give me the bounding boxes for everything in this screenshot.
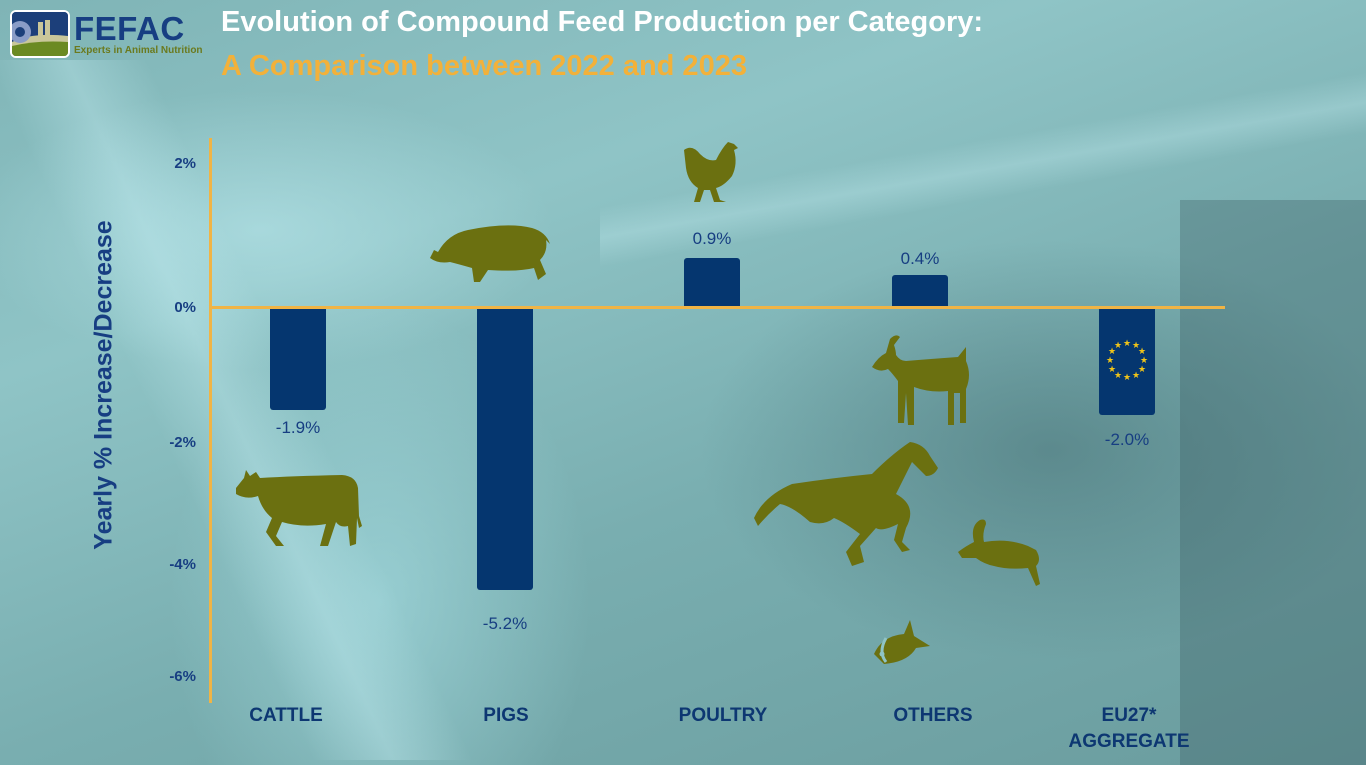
value-label-eu27: -2.0% — [1104, 430, 1150, 449]
x-label-others: OTHERS — [893, 705, 973, 726]
pig-icon — [430, 225, 550, 282]
logo-tagline: Experts in Animal Nutrition — [74, 45, 203, 56]
svg-text:★: ★ — [1132, 370, 1140, 380]
zero-baseline — [209, 306, 1225, 309]
svg-text:★: ★ — [1114, 340, 1122, 350]
y-tick-0: 0% — [174, 299, 196, 316]
goat-icon — [872, 335, 969, 425]
x-label-poultry: POULTRY — [678, 705, 768, 726]
background-shadow — [1180, 200, 1366, 765]
bar-eu27: ★ ★ ★ ★ ★ ★ ★ ★ ★ ★ ★ ★ — [1099, 309, 1155, 415]
y-tick-2: 2% — [174, 155, 196, 172]
chart-title: Evolution of Compound Feed Production pe… — [221, 6, 984, 38]
value-label-cattle: -1.9% — [275, 418, 321, 437]
chicken-icon — [684, 142, 738, 202]
value-label-pigs: -5.2% — [482, 614, 528, 633]
horse-icon — [754, 442, 938, 566]
cow-icon — [236, 470, 362, 546]
x-label-eu27: EU27* AGGREGATE — [1049, 703, 1209, 755]
value-label-others: 0.4% — [900, 249, 940, 268]
svg-text:★: ★ — [1132, 340, 1140, 350]
bar-others — [892, 275, 948, 306]
eu-flag-icon: ★ ★ ★ ★ ★ ★ ★ ★ ★ ★ ★ ★ — [1106, 338, 1148, 382]
y-tick-minus-2: -2% — [169, 434, 196, 451]
value-label-poultry: 0.9% — [692, 229, 732, 248]
fefac-logo: FEFAC Experts in Animal Nutrition — [10, 10, 203, 58]
fish-icon — [874, 620, 930, 664]
y-tick-minus-6: -6% — [169, 668, 196, 685]
bar-pigs — [477, 309, 533, 590]
svg-text:★: ★ — [1138, 346, 1146, 356]
bar-cattle — [270, 309, 326, 410]
logo-mark-icon — [10, 10, 70, 58]
x-label-pigs: PIGS — [483, 705, 529, 726]
svg-text:★: ★ — [1138, 364, 1146, 374]
logo-name: FEFAC — [74, 10, 185, 47]
rabbit-icon — [958, 519, 1040, 586]
y-axis-line — [209, 138, 212, 703]
x-label-cattle: CATTLE — [249, 705, 323, 726]
svg-text:★: ★ — [1140, 355, 1148, 365]
bar-poultry — [684, 258, 740, 306]
svg-text:★: ★ — [1123, 372, 1131, 382]
x-label-eu27-line1: EU27* — [1101, 705, 1157, 726]
chart-subtitle: A Comparison between 2022 and 2023 — [221, 50, 747, 82]
svg-text:★: ★ — [1106, 355, 1114, 365]
svg-text:★: ★ — [1108, 346, 1116, 356]
background-streak — [0, 60, 474, 760]
x-label-eu27-line2: AGGREGATE — [1068, 731, 1190, 752]
svg-text:★: ★ — [1108, 364, 1116, 374]
y-tick-minus-4: -4% — [169, 556, 196, 573]
y-axis-label: Yearly % Increase/Decrease — [89, 220, 118, 550]
svg-text:★: ★ — [1123, 338, 1131, 348]
svg-text:★: ★ — [1114, 370, 1122, 380]
